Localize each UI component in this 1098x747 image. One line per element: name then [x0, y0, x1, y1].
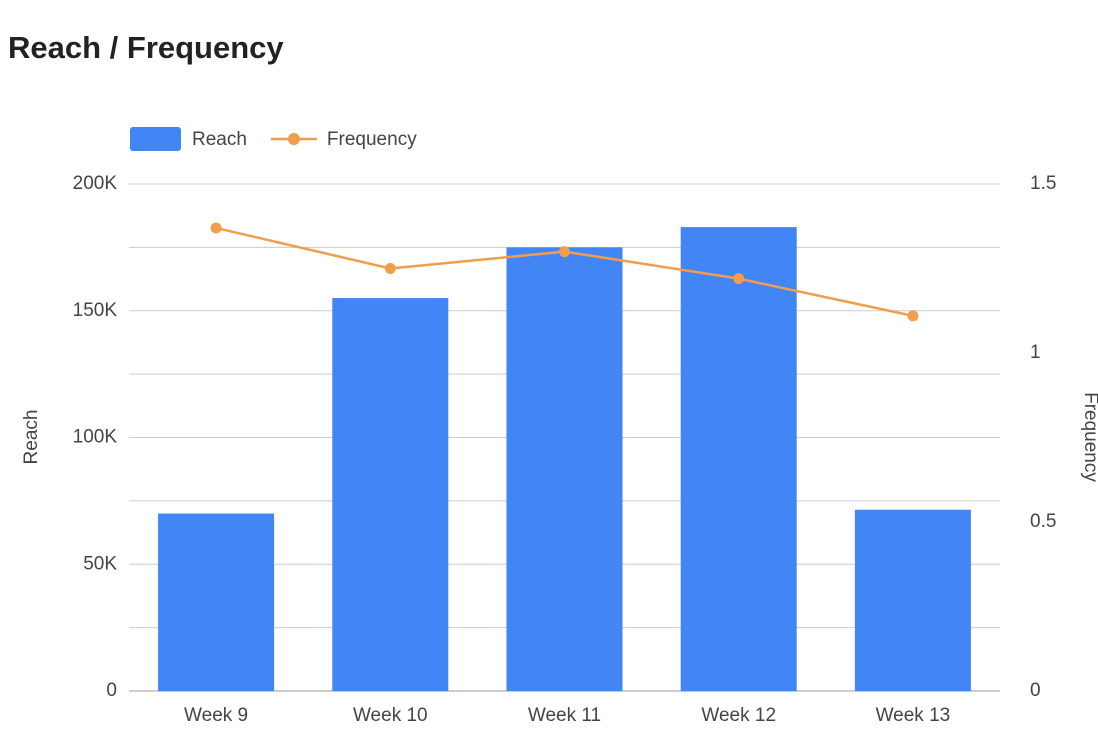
legend-swatch [287, 133, 300, 145]
bar [680, 227, 797, 691]
bar [158, 513, 275, 691]
x-tick-label: Week 9 [184, 705, 248, 726]
y-tick-label: 0 [106, 680, 117, 701]
line-point [907, 310, 919, 322]
y2-tick-label: 1.5 [1030, 173, 1056, 194]
x-tick-label: Week 10 [353, 705, 428, 726]
y-axis-title: Reach [21, 410, 42, 465]
x-tick-label: Week 13 [876, 705, 951, 726]
y-tick-label: 150K [73, 300, 118, 321]
legend-label: Reach [192, 129, 247, 150]
legend-swatch [130, 127, 181, 151]
y2-tick-label: 1 [1030, 342, 1041, 363]
bar [332, 298, 449, 691]
y-tick-label: 50K [83, 553, 117, 574]
line-point [733, 273, 745, 285]
y-tick-label: 200K [73, 173, 118, 194]
line-point [210, 222, 222, 234]
y2-tick-label: 0.5 [1030, 511, 1056, 532]
bar [854, 509, 971, 691]
bar [506, 247, 623, 691]
line-point [559, 246, 570, 258]
y2-axis-title: Frequency [1080, 392, 1098, 482]
line-point [384, 263, 396, 274]
x-tick-label: Week 11 [528, 705, 601, 726]
chart-title: Reach / Frequency [8, 30, 284, 65]
x-tick-label: Week 12 [701, 705, 776, 726]
y2-tick-label: 0 [1030, 680, 1041, 701]
legend-label: Frequency [327, 129, 417, 150]
y-tick-label: 100K [73, 427, 118, 448]
